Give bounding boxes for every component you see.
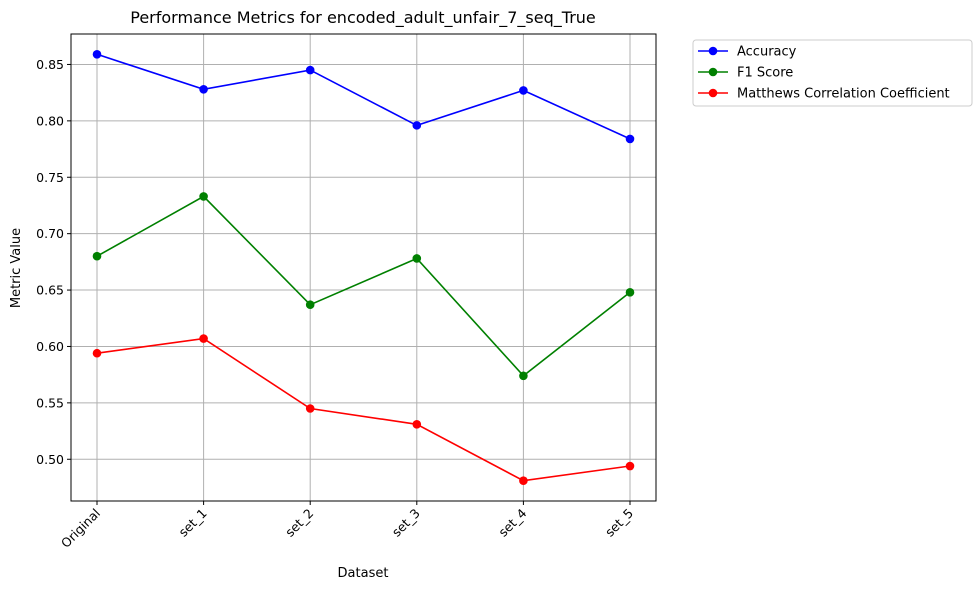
legend-marker — [708, 67, 718, 77]
y-axis-label: Metric Value — [9, 228, 24, 308]
series-0 — [92, 50, 635, 144]
data-point — [92, 50, 102, 59]
data-point — [625, 134, 635, 144]
legend-item: F1 Score — [698, 66, 793, 81]
data-point — [92, 348, 102, 358]
data-point — [412, 254, 422, 263]
y-axis-ticks: 0.50 0.55 0.60 0.65 0.70 0.75 0.80 0.85 — [36, 57, 71, 467]
y-tick-label: 0.50 — [36, 452, 64, 467]
series-line — [96, 195, 631, 377]
y-tick-label: 0.60 — [36, 339, 64, 354]
grid — [71, 34, 656, 501]
y-tick-label: 0.85 — [36, 57, 64, 72]
legend-item: Matthews Correlation Coefficient — [698, 87, 950, 102]
series-line — [96, 337, 631, 482]
x-axis-label: Dataset — [338, 566, 389, 581]
legend-label: F1 Score — [737, 66, 793, 81]
data-point — [625, 461, 635, 471]
data-point — [199, 334, 208, 343]
data-point — [412, 121, 422, 130]
data-point — [625, 288, 635, 297]
data-point — [199, 84, 208, 94]
series-line — [96, 53, 631, 140]
legend: Accuracy F1 Score Matthews Correlation Coe… — [692, 39, 973, 107]
data-point — [519, 371, 528, 381]
data-point — [519, 476, 528, 485]
legend-label: Matthews Correlation Coefficient — [737, 87, 950, 102]
legend-marker — [708, 46, 718, 56]
data-point — [305, 300, 315, 310]
chart-title: Performance Metrics for encoded_adult_un… — [130, 8, 596, 28]
data-point — [519, 86, 528, 95]
series-2 — [92, 334, 635, 485]
plot-frame — [70, 33, 657, 502]
legend-box — [692, 39, 973, 107]
data-point — [412, 419, 422, 429]
y-tick-label: 0.75 — [36, 170, 64, 185]
data-point — [92, 251, 102, 261]
y-tick-label: 0.70 — [36, 226, 64, 241]
legend-marker — [708, 88, 718, 98]
y-tick-label: 0.55 — [36, 395, 64, 410]
legend-item: Accuracy — [698, 45, 797, 60]
series-1 — [92, 192, 635, 381]
y-tick-label: 0.80 — [36, 113, 64, 128]
data-point — [305, 65, 315, 75]
data-point — [305, 404, 315, 413]
y-tick-label: 0.65 — [36, 283, 64, 298]
series-layer — [92, 50, 635, 485]
data-point — [199, 192, 208, 201]
legend-label: Accuracy — [737, 45, 797, 60]
